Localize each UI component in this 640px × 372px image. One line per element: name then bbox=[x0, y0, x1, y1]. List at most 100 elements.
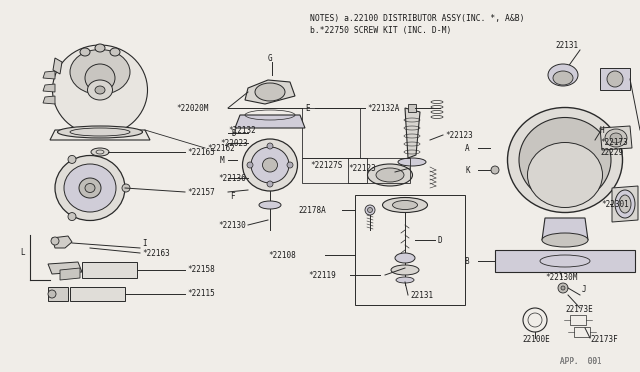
Text: J: J bbox=[582, 285, 587, 295]
Ellipse shape bbox=[259, 201, 281, 209]
Text: *22123: *22123 bbox=[348, 164, 376, 173]
Circle shape bbox=[247, 162, 253, 168]
Bar bbox=[302, 108, 360, 158]
Text: L: L bbox=[20, 247, 24, 257]
Text: H: H bbox=[600, 125, 605, 135]
Ellipse shape bbox=[605, 129, 627, 147]
Ellipse shape bbox=[619, 195, 631, 213]
Ellipse shape bbox=[91, 148, 109, 156]
Text: *22127S: *22127S bbox=[310, 160, 342, 170]
Ellipse shape bbox=[376, 168, 404, 182]
Text: *22130: *22130 bbox=[218, 221, 246, 230]
Text: 22229: 22229 bbox=[600, 148, 623, 157]
Text: 22131: 22131 bbox=[410, 291, 433, 299]
Ellipse shape bbox=[542, 233, 588, 247]
Polygon shape bbox=[405, 108, 420, 158]
Text: *22157: *22157 bbox=[187, 187, 215, 196]
Text: 22173F: 22173F bbox=[590, 336, 618, 344]
Ellipse shape bbox=[95, 44, 105, 52]
Bar bbox=[348, 158, 410, 183]
Text: 22131: 22131 bbox=[555, 41, 578, 49]
Ellipse shape bbox=[243, 139, 298, 191]
Polygon shape bbox=[50, 130, 150, 140]
Text: *22173: *22173 bbox=[600, 138, 628, 147]
Text: I: I bbox=[142, 238, 147, 247]
Bar bbox=[408, 104, 416, 112]
Polygon shape bbox=[60, 268, 80, 280]
Text: D: D bbox=[437, 235, 442, 244]
Polygon shape bbox=[245, 80, 295, 104]
Ellipse shape bbox=[395, 253, 415, 263]
Text: D: D bbox=[231, 128, 236, 138]
Bar bbox=[302, 158, 367, 183]
Ellipse shape bbox=[398, 158, 426, 166]
Ellipse shape bbox=[610, 133, 622, 143]
Text: APP.  001: APP. 001 bbox=[560, 357, 602, 366]
Circle shape bbox=[51, 237, 59, 245]
Text: NOTES) a.22100 DISTRIBUTOR ASSY(INC. *, A&B): NOTES) a.22100 DISTRIBUTOR ASSY(INC. *, … bbox=[310, 13, 525, 22]
Polygon shape bbox=[53, 58, 62, 74]
Bar bbox=[355, 195, 465, 305]
Circle shape bbox=[367, 208, 372, 212]
Circle shape bbox=[561, 286, 565, 290]
Text: 22178A: 22178A bbox=[298, 205, 326, 215]
Circle shape bbox=[491, 166, 499, 174]
Ellipse shape bbox=[88, 80, 113, 100]
Ellipse shape bbox=[392, 201, 417, 209]
Ellipse shape bbox=[85, 64, 115, 92]
Ellipse shape bbox=[85, 183, 95, 192]
Text: *22301: *22301 bbox=[601, 199, 628, 208]
Ellipse shape bbox=[70, 49, 130, 94]
Text: *22123: *22123 bbox=[445, 131, 473, 140]
Text: APP.  001: APP. 001 bbox=[560, 357, 602, 366]
Ellipse shape bbox=[79, 178, 101, 198]
Ellipse shape bbox=[391, 265, 419, 275]
Text: b.*22750 SCREW KIT (INC. D-M): b.*22750 SCREW KIT (INC. D-M) bbox=[310, 26, 451, 35]
Text: *22132A: *22132A bbox=[367, 103, 399, 112]
Text: *22163: *22163 bbox=[142, 248, 170, 257]
Text: 22100E: 22100E bbox=[522, 336, 550, 344]
Text: *22108: *22108 bbox=[268, 250, 296, 260]
Ellipse shape bbox=[383, 198, 428, 212]
Ellipse shape bbox=[95, 86, 105, 94]
Text: *22132: *22132 bbox=[228, 125, 256, 135]
Ellipse shape bbox=[553, 71, 573, 85]
Polygon shape bbox=[43, 71, 55, 79]
Ellipse shape bbox=[396, 277, 414, 283]
Polygon shape bbox=[52, 236, 72, 248]
Text: M: M bbox=[220, 155, 225, 164]
Text: G: G bbox=[268, 54, 273, 62]
Circle shape bbox=[287, 162, 293, 168]
Text: *22115: *22115 bbox=[187, 289, 215, 298]
Text: E: E bbox=[305, 103, 310, 112]
Text: A: A bbox=[465, 144, 470, 153]
Ellipse shape bbox=[262, 158, 278, 172]
Polygon shape bbox=[612, 186, 638, 222]
Circle shape bbox=[607, 71, 623, 87]
Ellipse shape bbox=[527, 142, 602, 208]
Ellipse shape bbox=[58, 126, 143, 138]
Polygon shape bbox=[542, 218, 588, 240]
Bar bbox=[70, 287, 125, 301]
Polygon shape bbox=[495, 250, 635, 272]
Circle shape bbox=[122, 184, 130, 192]
Ellipse shape bbox=[55, 155, 125, 221]
Text: *22119: *22119 bbox=[308, 270, 336, 279]
Ellipse shape bbox=[80, 48, 90, 56]
Ellipse shape bbox=[251, 147, 289, 183]
Ellipse shape bbox=[255, 83, 285, 101]
Circle shape bbox=[48, 290, 56, 298]
Text: *22136: *22136 bbox=[218, 173, 246, 183]
Ellipse shape bbox=[615, 190, 635, 218]
Polygon shape bbox=[48, 262, 82, 274]
Circle shape bbox=[558, 283, 568, 293]
Text: *22020M: *22020M bbox=[176, 103, 209, 112]
Text: F: F bbox=[230, 192, 235, 201]
Polygon shape bbox=[235, 115, 305, 128]
Text: K: K bbox=[465, 166, 470, 174]
Text: *22158: *22158 bbox=[187, 266, 215, 275]
Ellipse shape bbox=[519, 118, 611, 202]
Ellipse shape bbox=[548, 64, 578, 86]
Text: 22173E: 22173E bbox=[565, 305, 593, 314]
Text: *22130M: *22130M bbox=[545, 273, 577, 282]
